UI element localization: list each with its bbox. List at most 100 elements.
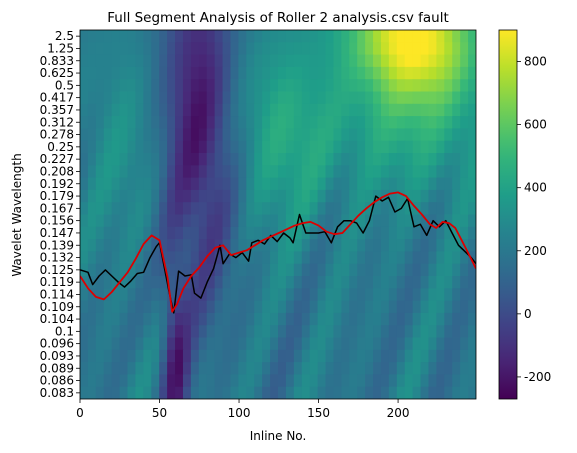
heatmap-cell <box>396 362 406 375</box>
heatmap-cell <box>254 103 263 117</box>
heatmap-cell <box>135 202 144 216</box>
heatmap-cell <box>444 214 453 228</box>
heatmap-cell <box>460 374 469 388</box>
heatmap-cell <box>214 42 224 56</box>
heatmap-cell <box>285 128 295 142</box>
heatmap-cell <box>460 140 469 154</box>
heatmap-cell <box>317 226 327 240</box>
plot-frame <box>79 29 477 400</box>
heatmap-cell <box>119 42 129 56</box>
heatmap-cell <box>301 202 311 216</box>
heatmap-cell <box>404 177 414 191</box>
heatmap-cell <box>349 300 358 314</box>
heatmap-cell <box>95 79 105 93</box>
y-tick-label: 0.192 <box>40 177 74 191</box>
heatmap-cell <box>404 79 414 93</box>
heatmap-cell <box>365 54 374 68</box>
heatmap-cell <box>175 66 184 80</box>
heatmap-cell <box>103 263 113 277</box>
heatmap-cell <box>468 128 476 142</box>
heatmap-cell <box>436 374 445 388</box>
heatmap-cell <box>357 66 366 80</box>
heatmap-cell <box>190 362 200 375</box>
heatmap-cell <box>230 362 239 375</box>
heatmap-cell <box>301 263 311 277</box>
heatmap-cell <box>167 54 176 68</box>
heatmap-cell <box>214 202 224 216</box>
heatmap-cell <box>404 325 414 339</box>
heatmap-cell <box>135 165 144 179</box>
heatmap-cell <box>270 214 279 228</box>
heatmap-cell <box>428 91 437 105</box>
heatmap-cell <box>388 66 398 80</box>
heatmap-cell <box>80 91 89 105</box>
heatmap-cell <box>460 189 469 203</box>
heatmap-cell <box>278 140 287 154</box>
heatmap-cell <box>270 251 279 265</box>
heatmap-cell <box>198 116 208 129</box>
heatmap-cell <box>135 337 144 351</box>
heatmap-cell <box>246 374 255 388</box>
heatmap-cell <box>182 214 192 228</box>
heatmap-cell <box>270 91 279 105</box>
heatmap-cell <box>119 189 129 203</box>
heatmap-cell <box>460 226 469 240</box>
heatmap-cell <box>428 66 437 80</box>
heatmap-cell <box>214 374 224 388</box>
heatmap-cell <box>420 66 430 80</box>
heatmap-cell <box>436 42 445 56</box>
heatmap-cell <box>262 362 271 375</box>
heatmap-cell <box>293 116 303 129</box>
heatmap-cell <box>317 312 327 326</box>
heatmap-cell <box>285 30 295 43</box>
heatmap-cell <box>278 54 287 68</box>
heatmap-cell <box>198 54 208 68</box>
heatmap-cell <box>254 202 263 216</box>
heatmap-cell <box>380 325 390 339</box>
heatmap-cell <box>254 54 263 68</box>
heatmap-cell <box>428 325 437 339</box>
heatmap-cell <box>246 251 255 265</box>
heatmap-cell <box>270 128 279 142</box>
heatmap-cell <box>175 362 184 375</box>
heatmap-cell <box>388 91 398 105</box>
heatmap-cell <box>151 263 160 277</box>
heatmap-cell <box>278 79 287 93</box>
heatmap-cell <box>111 116 121 129</box>
heatmap-cell <box>214 79 224 93</box>
heatmap-cell <box>238 374 247 388</box>
heatmap-cell <box>420 239 430 252</box>
heatmap-cell <box>270 165 279 179</box>
heatmap-cell <box>404 374 414 388</box>
heatmap-cell <box>428 386 437 399</box>
heatmap-cell <box>222 177 232 191</box>
heatmap-cell <box>325 202 335 216</box>
heatmap-cell <box>135 140 144 154</box>
heatmap-cell <box>206 91 216 105</box>
heatmap-cell <box>254 349 263 363</box>
heatmap-cell <box>373 239 382 252</box>
heatmap-cell <box>460 116 469 129</box>
heatmap-cell <box>412 140 422 154</box>
heatmap-cell <box>127 263 137 277</box>
heatmap-cell <box>317 79 327 93</box>
heatmap-cell <box>444 42 453 56</box>
heatmap-cell <box>301 251 311 265</box>
heatmap-cell <box>357 91 366 105</box>
heatmap-cell <box>349 325 358 339</box>
heatmap-cell <box>175 103 184 117</box>
heatmap-cell <box>460 337 469 351</box>
heatmap-cell <box>325 116 335 129</box>
heatmap-cell <box>468 165 476 179</box>
heatmap-cell <box>317 276 327 289</box>
heatmap-cell <box>365 251 374 265</box>
heatmap-cell <box>436 239 445 252</box>
heatmap-cell <box>349 312 358 326</box>
heatmap-cell <box>119 226 129 240</box>
heatmap-cell <box>80 349 89 363</box>
heatmap-cell <box>317 165 327 179</box>
heatmap-cell <box>159 337 168 351</box>
heatmap-cell <box>214 386 224 399</box>
heatmap-cell <box>333 103 342 117</box>
heatmap-cell <box>119 214 129 228</box>
